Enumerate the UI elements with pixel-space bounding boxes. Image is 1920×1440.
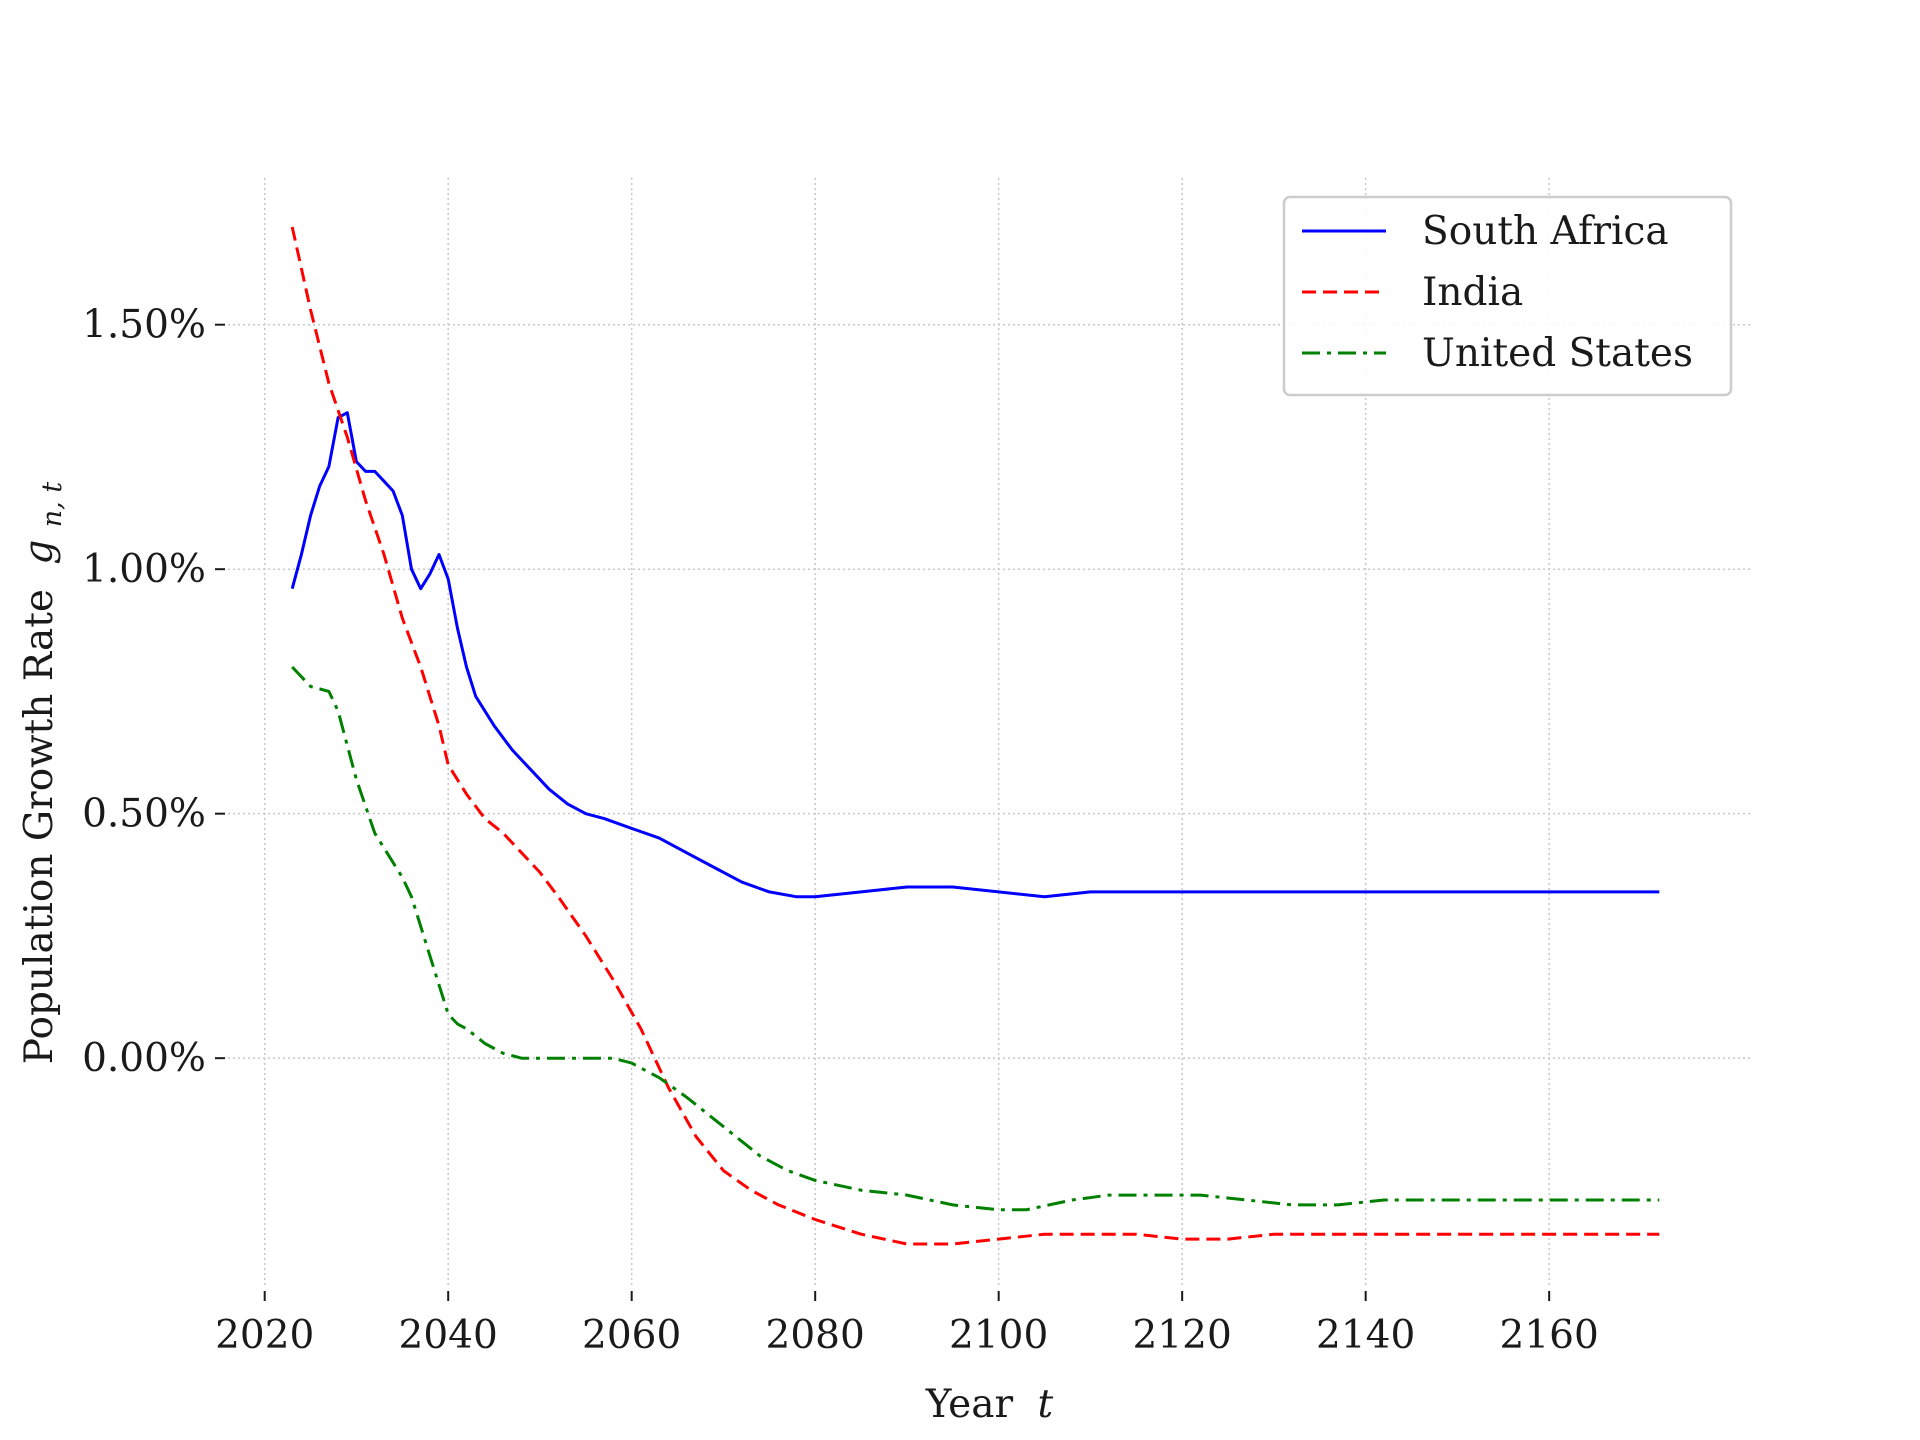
y-tick-label: 1.00% <box>82 547 206 592</box>
x-tick-label: 2160 <box>1500 1313 1599 1358</box>
y-axis-title-text: Population Growth Rate <box>17 589 62 1064</box>
legend-box <box>1282 195 1733 397</box>
x-tick-label: 2040 <box>399 1313 498 1358</box>
legend-label: United States <box>1422 331 1693 376</box>
x-tick-label: 2080 <box>766 1313 865 1358</box>
x-tick-label: 2060 <box>582 1313 681 1358</box>
y-tick-label: 0.00% <box>82 1036 206 1081</box>
y-tick-label: 1.50% <box>82 303 206 348</box>
x-axis-title: Year t <box>925 1382 1054 1427</box>
series-line-2 <box>290 226 1660 1246</box>
legend-items: South Africa India United States <box>1302 209 1693 376</box>
x-axis-title-text: Year <box>925 1382 1014 1427</box>
x-tick-label: 2020 <box>215 1313 314 1358</box>
legend: South Africa India United States <box>1282 195 1733 397</box>
x-tick-label: 2100 <box>949 1313 1048 1358</box>
series-line-1 <box>290 411 1660 899</box>
legend-label: India <box>1422 270 1523 315</box>
y-axis-title-variable: g <box>17 540 62 565</box>
y-axis-title: Population Growth Rate g n, t <box>17 482 68 1065</box>
series-line-3 <box>291 665 1660 1212</box>
series-lines <box>290 226 1660 1246</box>
y-axis-title-subscript: n, t <box>37 482 68 528</box>
y-tick-label: 0.50% <box>82 792 206 837</box>
x-axis-title-variable: t <box>1038 1382 1054 1427</box>
axes: 2020 2040 2060 2080 2100 2120 2140 2160 0.00% 0.5… <box>82 303 1599 1358</box>
legend-label: South Africa <box>1422 209 1669 254</box>
x-tick-label: 2140 <box>1316 1313 1415 1358</box>
x-tick-label: 2120 <box>1133 1313 1232 1358</box>
